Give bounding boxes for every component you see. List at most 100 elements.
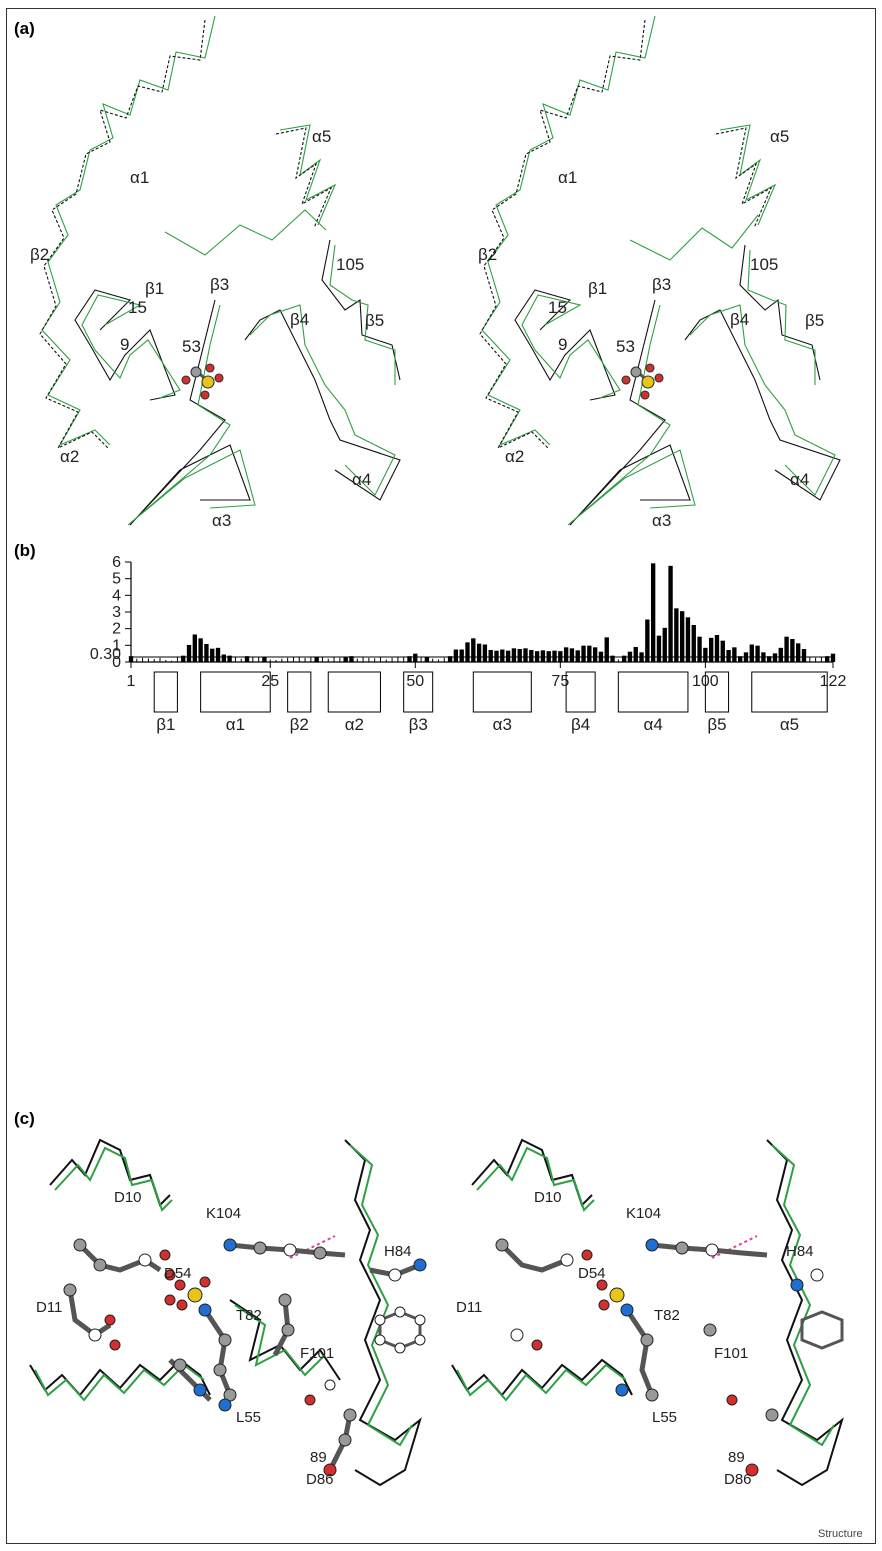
bar-residue-108	[749, 644, 754, 662]
label-H84: H84	[384, 1243, 412, 1260]
label-alpha2: α2	[60, 447, 79, 466]
bar-residue-85	[617, 659, 619, 662]
bar-residue-93	[662, 627, 667, 662]
journal-credit: Structure	[818, 1528, 863, 1540]
bar-residue-63	[488, 650, 493, 662]
bar-residue-30	[298, 657, 300, 662]
bar-residue-53	[432, 658, 434, 662]
bar-residue-50	[413, 653, 418, 662]
label-r-beta1: β1	[588, 279, 607, 298]
bar-residue-8	[171, 660, 173, 662]
label-r-beta4: β4	[730, 310, 749, 329]
label-r-D86: D86	[724, 1471, 752, 1488]
bar-residue-21	[244, 656, 250, 662]
bar-residue-90	[645, 619, 650, 662]
label-r-res-105: 105	[750, 255, 778, 274]
bar-residue-91	[650, 563, 656, 662]
label-beta1: β1	[145, 279, 164, 298]
bar-residue-76	[563, 647, 569, 662]
bar-residue-99	[697, 636, 702, 662]
bar-residue-4	[147, 658, 149, 662]
label-T82: T82	[236, 1307, 262, 1324]
bar-residue-119	[815, 657, 817, 662]
bar-residue-7	[165, 660, 167, 662]
label-r-alpha5: α5	[770, 127, 789, 146]
bar-residue-80	[587, 645, 592, 662]
bar-residue-115	[790, 639, 795, 662]
panel-a-left-view	[39, 15, 401, 526]
sulfate-group	[181, 363, 224, 400]
bar-residue-79	[581, 645, 586, 662]
ss-label-100: β5	[707, 715, 726, 734]
bar-residue-46	[391, 657, 393, 662]
label-res-9: 9	[120, 335, 129, 354]
ss-label-5: β1	[156, 715, 175, 734]
bar-residue-106	[737, 656, 743, 662]
chart-secondary-structure: β1 α1 β2 α2 β3 α3 β4 α4 β5 α5	[153, 671, 828, 734]
bar-residue-45	[385, 659, 387, 662]
label-res-15: 15	[128, 298, 147, 317]
bar-residue-121	[825, 656, 830, 662]
bar-residue-98	[691, 625, 696, 662]
label-r-beta5: β5	[805, 311, 824, 330]
bar-residue-68	[517, 649, 522, 662]
bar-residue-77	[569, 648, 575, 662]
bar-residue-18	[227, 655, 232, 662]
bar-residue-17	[221, 654, 227, 662]
bar-residue-102	[714, 635, 720, 662]
panel-c-label: (c)	[14, 1109, 35, 1128]
bar-residue-65	[500, 649, 505, 662]
bar-residue-97	[685, 617, 691, 662]
threshold-label: 0.30	[90, 646, 121, 663]
x-tick-label-50: 50	[406, 673, 424, 690]
label-r-beta2: β2	[478, 245, 497, 264]
bar-residue-26	[275, 660, 277, 662]
label-r-H84: H84	[786, 1243, 814, 1260]
bar-residue-27	[281, 658, 283, 662]
bar-residue-25	[269, 659, 271, 662]
y-tick-label-2: 2	[112, 621, 121, 638]
label-res-53: 53	[182, 337, 201, 356]
bar-residue-70	[529, 650, 534, 662]
bar-residue-100	[703, 647, 708, 662]
bar-residue-118	[809, 657, 811, 662]
label-alpha4: α4	[352, 470, 371, 489]
bar-residue-2	[136, 658, 138, 662]
x-tick-label-1: 1	[127, 673, 136, 690]
chart-bars	[128, 563, 836, 662]
bar-residue-117	[801, 649, 807, 662]
label-K104: K104	[206, 1205, 241, 1222]
bar-residue-35	[327, 658, 329, 662]
bar-residue-3	[142, 657, 144, 662]
label-F101: F101	[300, 1345, 334, 1362]
bar-residue-88	[633, 647, 638, 662]
bar-residue-59	[465, 642, 470, 662]
label-r-D11: D11	[456, 1299, 482, 1316]
label-r-L55: L55	[652, 1409, 677, 1426]
x-tick-label-122: 122	[820, 673, 847, 690]
panel-a-right-view	[479, 15, 841, 526]
y-tick-label-4: 4	[112, 587, 121, 604]
bar-residue-94	[668, 565, 673, 662]
ss-label-28: β2	[290, 715, 309, 734]
bar-residue-13	[198, 638, 203, 662]
panel-c-right-view	[451, 1138, 844, 1487]
sulfate-group-right	[621, 363, 664, 400]
bar-residue-40	[356, 658, 358, 662]
label-alpha5: α5	[312, 127, 331, 146]
bar-residue-84	[610, 655, 615, 662]
y-tick-label-0: 0	[112, 654, 121, 671]
bar-residue-5	[153, 659, 155, 662]
ss-label-35: α2	[345, 715, 364, 734]
bar-residue-16	[215, 647, 221, 662]
label-alpha3: α3	[212, 511, 231, 530]
ss-label-76: β4	[571, 715, 590, 734]
bar-residue-14	[204, 644, 209, 662]
bar-residue-52	[424, 656, 430, 662]
ss-box-76	[565, 671, 596, 713]
label-r-beta3: β3	[652, 275, 671, 294]
label-r-res-9: 9	[558, 335, 567, 354]
bar-residue-83	[604, 637, 609, 662]
panel-c: (c)	[14, 1109, 844, 1488]
